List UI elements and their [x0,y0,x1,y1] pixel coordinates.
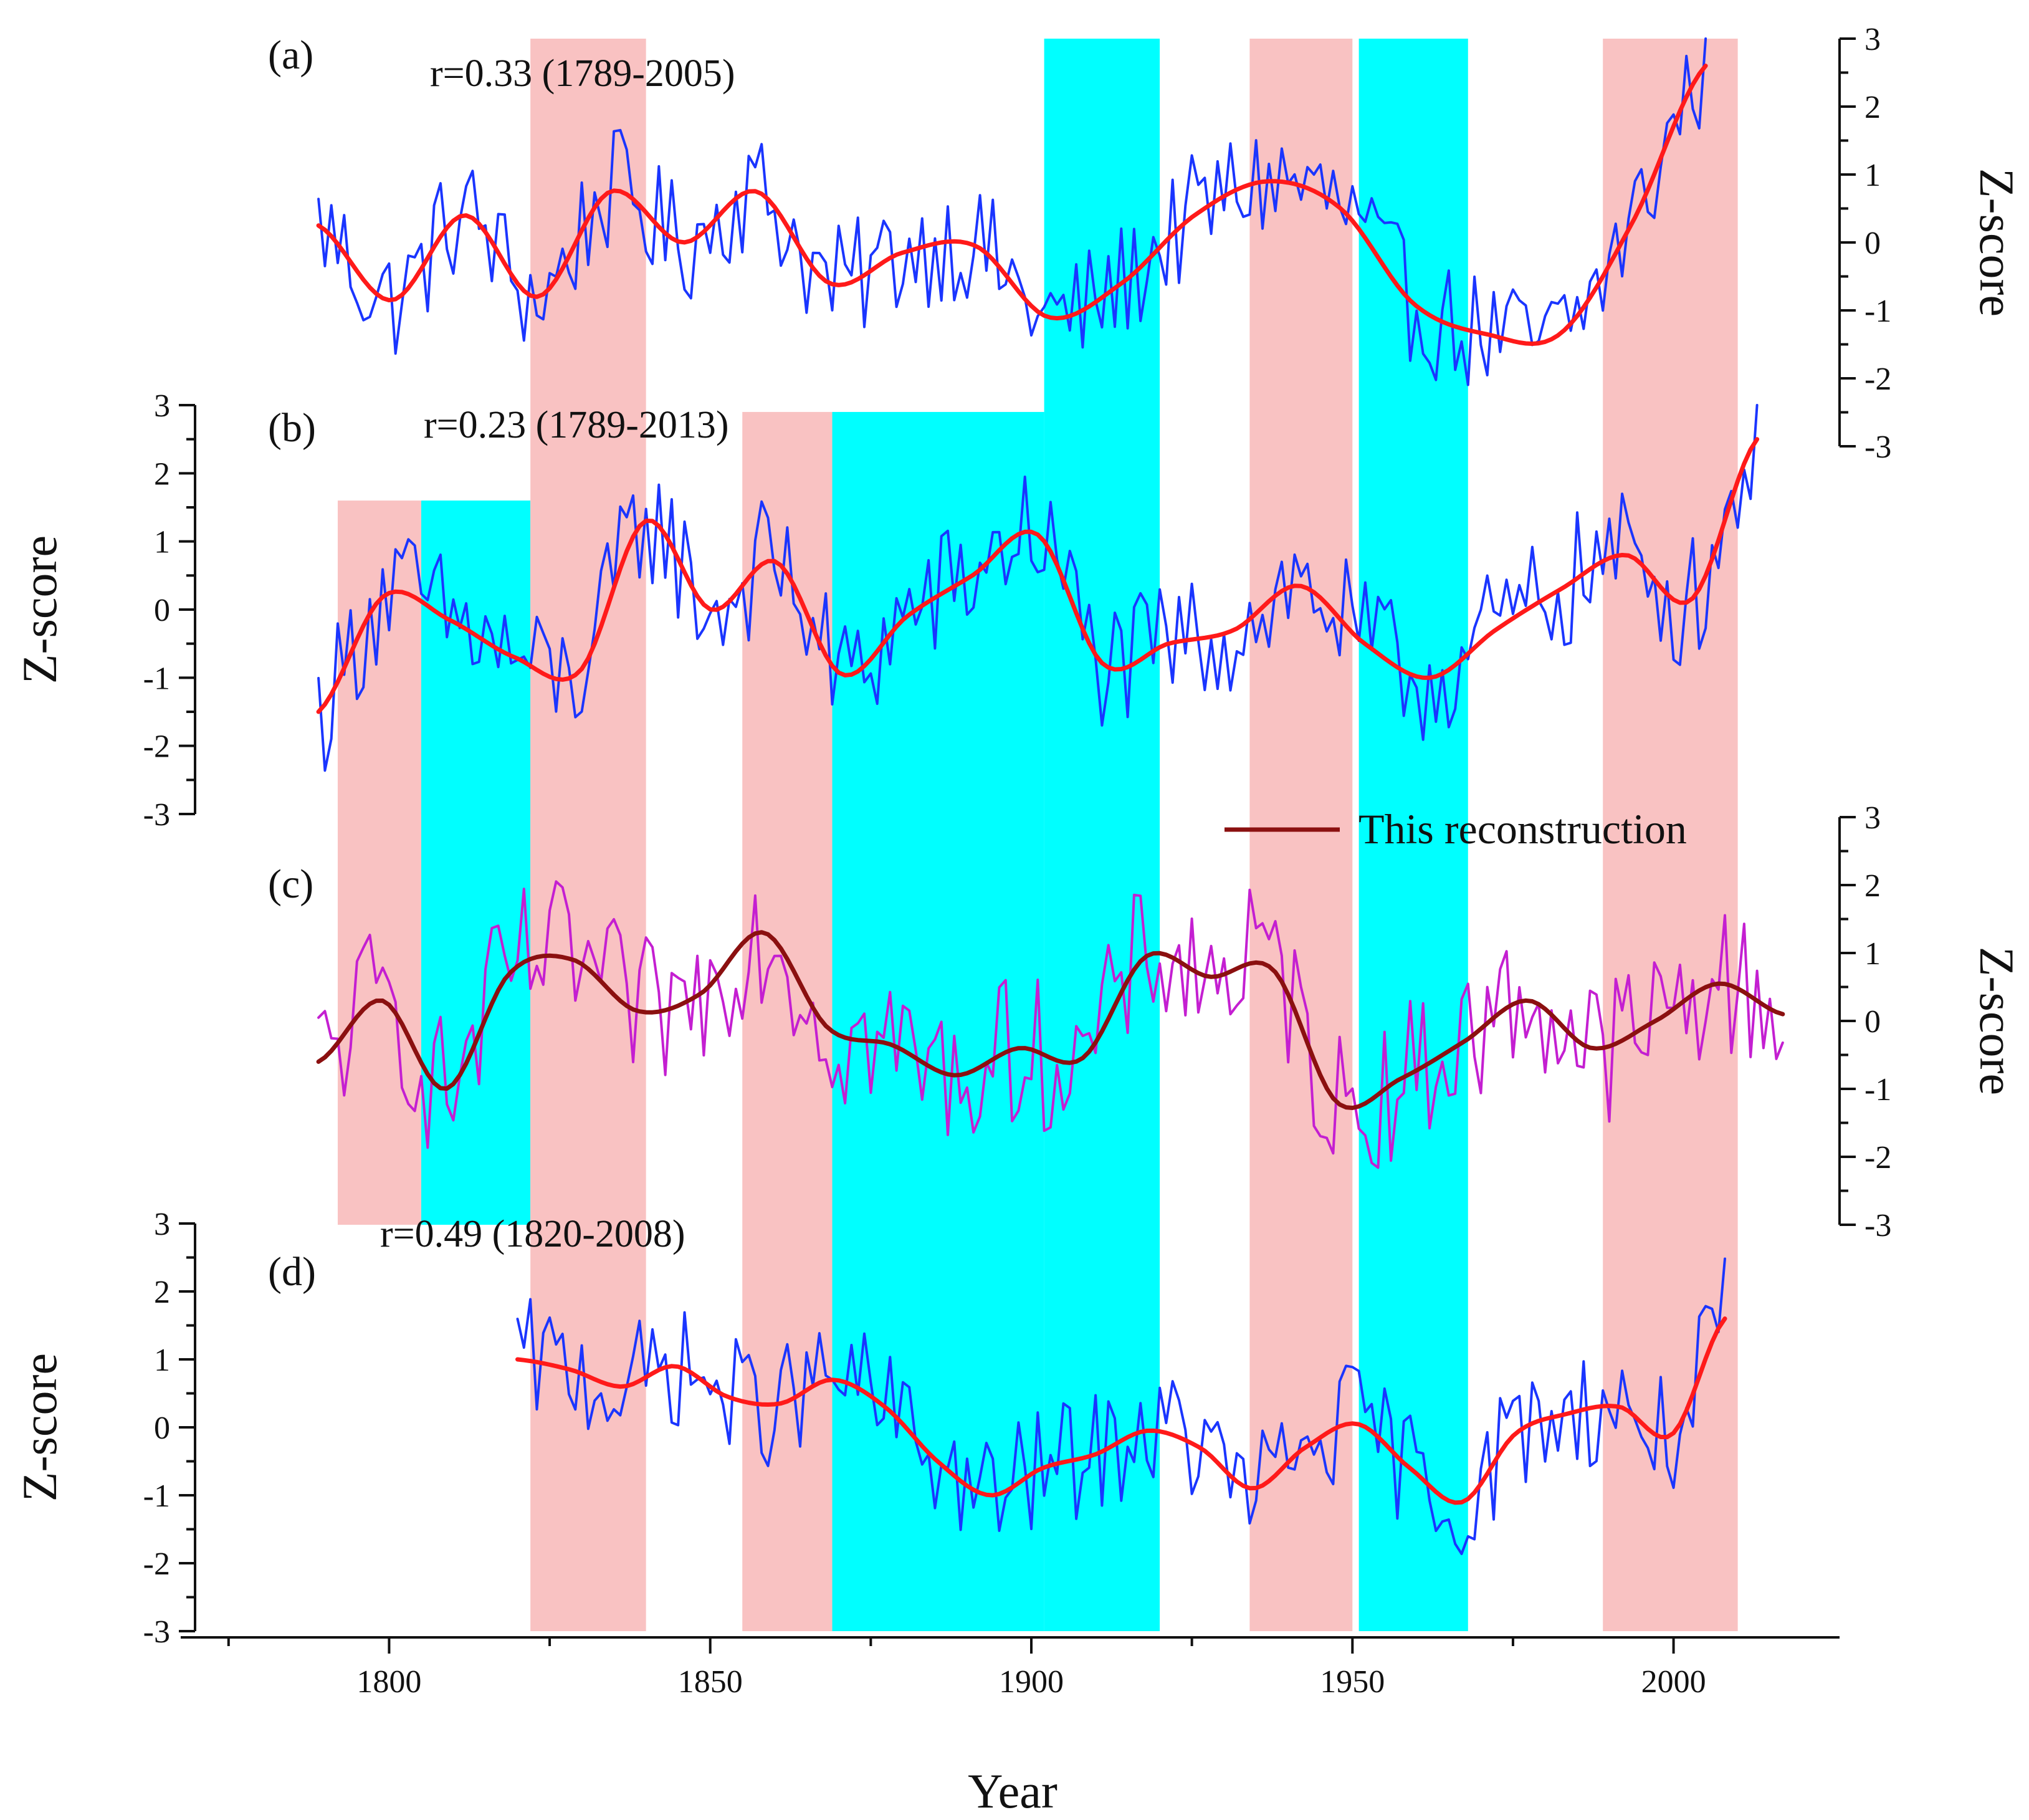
panel-d-y-tick-label: -1 [143,1478,170,1514]
x-axis-title: Year [968,1764,1057,1818]
panel-d-smoothed-line [515,1316,1727,1505]
x-tick-label: 1800 [356,1664,421,1700]
panel-b-smoothed-line [316,437,1760,714]
panel-a-y-tick-label: -2 [1864,362,1891,397]
panel-c-y-tick-label: 1 [1864,936,1881,972]
panel-a-y-tick-label: -3 [1864,429,1891,465]
warm-band-8 [1249,39,1353,1631]
cold-band-6 [832,411,1044,1631]
panel-c-y-tick-label: -2 [1864,1140,1891,1176]
panel-d-label: (d) [268,1249,316,1295]
panel-c-y-tick-label: 0 [1864,1004,1881,1040]
panel-b-y-tick-label: -3 [143,797,170,833]
panel-c-y-tick-label: 3 [1864,800,1881,836]
panel-b-y-tick-label: -1 [143,661,170,696]
panel-a-correlation-label: r=0.33 (1789-2005) [430,52,735,95]
panel-d-y-axis-title: Z-score [12,1353,67,1502]
panel-c-label: (c) [268,861,313,907]
warm-band-5 [742,411,833,1631]
panel-d-y-tick-label: -2 [143,1546,170,1582]
panel-a-smoothed-line [316,64,1708,346]
legend-label: This reconstruction [1358,805,1687,853]
panel-b-correlation-label: r=0.23 (1789-2013) [424,404,729,446]
panel-c-y-axis-title: Z-score [1970,947,2024,1095]
panel-b-y-axis-title: Z-score [12,535,67,684]
data-series [316,37,1785,1555]
panel-d-y-tick-label: 2 [154,1275,170,1310]
axes [179,37,1856,1654]
x-tick-label: 1850 [678,1664,743,1700]
panel-b-y-tick-label: 2 [154,456,170,492]
panel-c-y-tick-label: -3 [1864,1208,1891,1243]
panel-c-y-tick-label: -1 [1864,1072,1891,1108]
panel-d-y-tick-label: 1 [154,1343,170,1378]
x-tick-label: 2000 [1641,1664,1706,1700]
panel-c-smoothed-line [316,930,1785,1110]
panel-b-y-tick-label: -2 [143,729,170,765]
panel-d-correlation-label: r=0.49 (1820-2008) [380,1213,685,1255]
warm-band-10 [1603,39,1738,1631]
x-tick-label: 1950 [1320,1664,1385,1700]
cold-band-3 [421,674,531,1225]
panel-a-y-tick-label: 0 [1864,226,1881,261]
text-labels: Year -3 -2 -1 0 1 2 3 Z-score (a) r=0.33 (1789-20… [12,22,2024,1818]
panel-a-y-tick-label: 2 [1864,90,1881,125]
panel-b-label: (b) [268,405,316,451]
panel-a-y-axis-title: Z-score [1970,168,2024,317]
panel-a-raw-line [317,37,1707,386]
panel-a-y-tick-label: 1 [1864,158,1881,193]
panel-c-y-tick-label: 2 [1864,868,1881,904]
panel-d-y-tick-label: -3 [143,1614,170,1650]
panel-d-y-tick-label: 0 [154,1410,170,1446]
x-tick-label: 1900 [999,1664,1064,1700]
panel-a-y-tick-label: -1 [1864,294,1891,329]
warm-band-1 [337,674,421,1225]
panel-b-y-tick-label: 1 [154,525,170,560]
panel-a-label: (a) [268,32,313,78]
panel-b-raw-line [317,404,1759,772]
warm-band-4 [530,39,646,1631]
highlight-bands [337,39,1738,1631]
panel-b-y-tick-label: 0 [154,593,170,628]
panel-a-y-tick-label: 3 [1864,22,1881,57]
panel-d-raw-line [516,1257,1726,1555]
panel-d-y-tick-label: 3 [154,1207,170,1242]
panel-b-y-tick-label: 3 [154,388,170,424]
cold-band-7 [1044,39,1160,1631]
